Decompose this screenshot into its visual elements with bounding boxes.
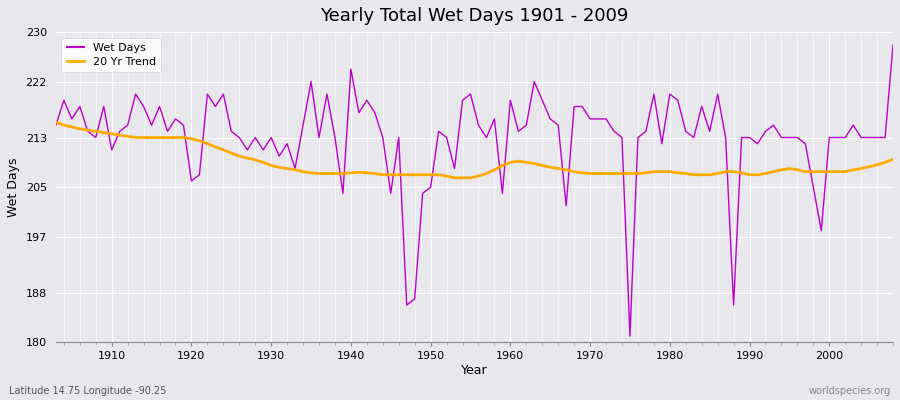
Text: worldspecies.org: worldspecies.org — [809, 386, 891, 396]
Text: Latitude 14.75 Longitude -90.25: Latitude 14.75 Longitude -90.25 — [9, 386, 166, 396]
Legend: Wet Days, 20 Yr Trend: Wet Days, 20 Yr Trend — [61, 38, 161, 72]
X-axis label: Year: Year — [461, 364, 488, 377]
Y-axis label: Wet Days: Wet Days — [7, 158, 20, 217]
Title: Yearly Total Wet Days 1901 - 2009: Yearly Total Wet Days 1901 - 2009 — [320, 7, 629, 25]
